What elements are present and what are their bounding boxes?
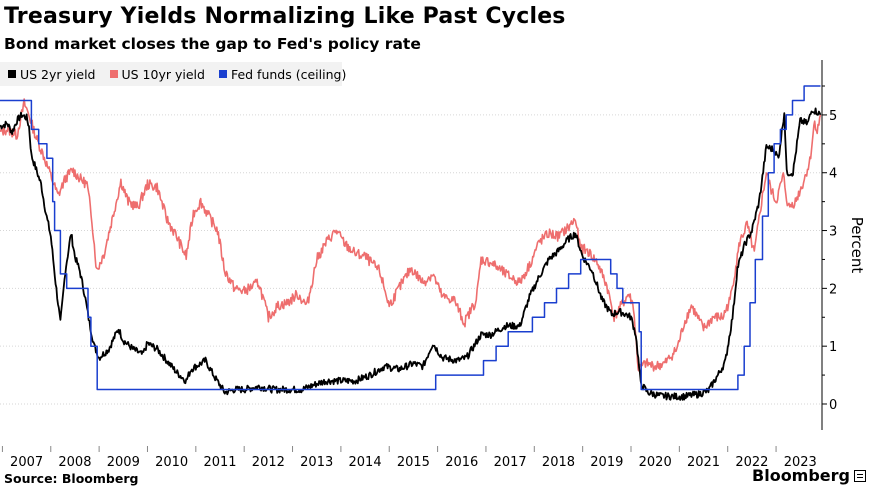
legend-item-us2y: US 2yr yield xyxy=(8,67,96,82)
legend-item-us10y: US 10yr yield xyxy=(109,66,205,82)
series-line-us2y xyxy=(0,107,822,401)
x-tick-label-2017: 2017 xyxy=(494,455,527,470)
x-tick-label-2007: 2007 xyxy=(10,455,43,470)
y-tick-label-0: 0 xyxy=(829,398,837,413)
x-tick-label-2018: 2018 xyxy=(542,455,575,470)
x-tick-label-2023: 2023 xyxy=(784,455,817,470)
legend-swatch-us10y xyxy=(109,70,118,78)
y-tick-label-1: 1 xyxy=(829,340,837,355)
legend-label-us10y: US 10yr yield xyxy=(121,66,205,82)
legend-swatch-us2y xyxy=(8,70,16,78)
x-tick-label-2010: 2010 xyxy=(155,455,188,470)
legend-label-fedfunds: Fed funds (ceiling) xyxy=(230,66,347,82)
x-tick-label-2013: 2013 xyxy=(300,455,333,470)
x-tick-label-2014: 2014 xyxy=(349,455,382,470)
y-axis-label: Percent xyxy=(848,217,866,274)
x-tick-label-2012: 2012 xyxy=(252,455,285,470)
x-tick-label-2020: 2020 xyxy=(639,455,672,470)
source-note: Source: Bloomberg xyxy=(4,471,139,486)
chart-title: Treasury Yields Normalizing Like Past Cy… xyxy=(4,4,566,29)
chart-subtitle: Bond market closes the gap to Fed's poli… xyxy=(4,35,421,53)
series-line-fedfunds xyxy=(0,85,821,391)
x-tick-label-2011: 2011 xyxy=(203,455,236,470)
y-tick-label-2: 2 xyxy=(829,282,837,297)
x-tick-label-2008: 2008 xyxy=(58,455,91,470)
x-tick-label-2021: 2021 xyxy=(687,455,720,470)
x-tick-label-2016: 2016 xyxy=(445,455,478,470)
x-tick-label-2019: 2019 xyxy=(590,455,623,470)
y-tick-label-3: 3 xyxy=(829,225,837,240)
legend-label-us2y: US 2yr yield xyxy=(20,66,96,82)
brand-name: Bloomberg xyxy=(752,466,850,485)
x-tick-label-2009: 2009 xyxy=(107,455,140,470)
x-tick-label-2015: 2015 xyxy=(397,455,430,470)
legend: US 2yr yield US 10yr yield Fed funds (ce… xyxy=(0,62,346,86)
y-tick-label-4: 4 xyxy=(829,167,837,182)
series-line-us10y xyxy=(0,98,822,372)
legend-item-fedfunds: Fed funds (ceiling) xyxy=(218,66,347,82)
y-tick-label-5: 5 xyxy=(829,109,837,124)
x-tick-label-2022: 2022 xyxy=(735,455,768,470)
legend-swatch-fedfunds xyxy=(218,70,227,78)
brand-icon xyxy=(854,469,866,482)
brand-logo: Bloomberg xyxy=(752,466,866,485)
